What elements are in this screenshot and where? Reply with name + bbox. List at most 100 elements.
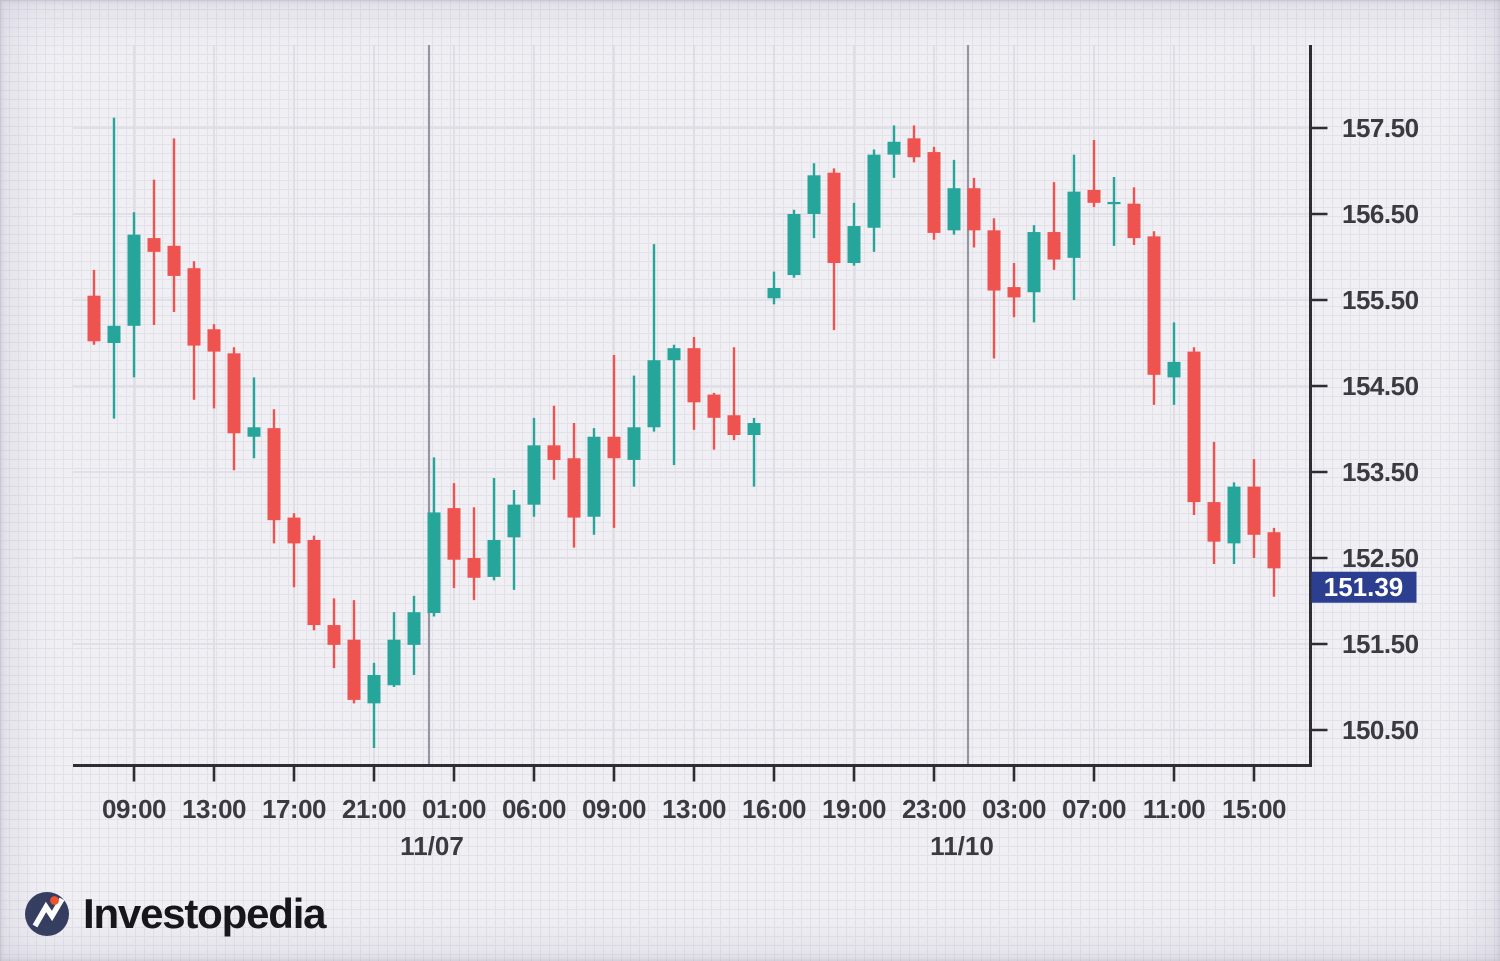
candle-body	[427, 512, 441, 614]
candle-body	[647, 360, 661, 428]
x-axis-label: 11:00	[1143, 794, 1206, 824]
candle-body	[607, 436, 621, 459]
candle	[247, 377, 261, 459]
y-axis-label: 150.50	[1342, 715, 1419, 745]
candle	[1007, 263, 1021, 318]
investopedia-logo-icon	[25, 892, 69, 936]
y-axis-label: 154.50	[1342, 371, 1419, 401]
candle-body	[87, 295, 101, 342]
candle-body	[187, 268, 201, 346]
candle	[387, 612, 401, 687]
candle	[647, 244, 661, 432]
x-axis-label: 13:00	[182, 794, 246, 824]
candle-body	[207, 329, 221, 352]
candle-body	[967, 188, 981, 231]
candle	[1267, 527, 1281, 597]
candle	[1147, 231, 1161, 405]
candle-body	[787, 214, 801, 276]
candle-body	[447, 508, 461, 560]
x-axis-label: 17:00	[262, 794, 326, 824]
y-axis-label: 152.50	[1342, 543, 1419, 573]
candle-body	[727, 415, 741, 436]
candle	[807, 163, 821, 239]
candle	[667, 344, 681, 466]
candle-body	[347, 639, 361, 700]
x-axis-label: 07:00	[1062, 794, 1126, 824]
candle-body	[387, 639, 401, 686]
candle	[167, 138, 181, 313]
candle	[307, 535, 321, 631]
candle-body	[307, 539, 321, 626]
candle-body	[167, 245, 181, 276]
candle	[147, 179, 161, 325]
candle-body	[147, 238, 161, 252]
candle	[207, 324, 221, 409]
candle	[107, 117, 121, 419]
candle	[887, 125, 901, 178]
candle	[467, 507, 481, 601]
candle	[1087, 140, 1101, 208]
candle	[427, 457, 441, 617]
candle	[407, 595, 421, 675]
y-axis-label: 156.50	[1342, 199, 1419, 229]
candle-body	[287, 517, 301, 544]
x-axis-label: 16:00	[742, 794, 806, 824]
candle-body	[827, 172, 841, 264]
candle-body	[767, 287, 781, 299]
candle	[607, 355, 621, 528]
candle-body	[1167, 361, 1181, 378]
candle	[507, 490, 521, 590]
candle	[1207, 441, 1221, 565]
candle	[587, 428, 601, 535]
candle-body	[627, 427, 641, 460]
candle	[827, 168, 841, 331]
candle	[1247, 459, 1261, 558]
x-axis-label: 19:00	[822, 794, 886, 824]
last-price-tag	[1311, 571, 1417, 603]
x-axis-label: 23:00	[902, 794, 966, 824]
candle-body	[327, 625, 341, 645]
investopedia-logo-text: Investopedia	[83, 890, 327, 937]
candle	[907, 125, 921, 163]
candle	[87, 269, 101, 345]
candle	[1027, 225, 1041, 323]
candle-body	[807, 175, 821, 214]
candle	[287, 513, 301, 588]
candle-body	[1227, 486, 1241, 544]
candle	[767, 271, 781, 305]
last-price-tag-label: 151.39	[1324, 572, 1404, 602]
candle-body	[1087, 189, 1101, 203]
x-axis-label: 21:00	[342, 794, 406, 824]
candle-body	[747, 422, 761, 436]
x-axis-date-label: 11/10	[930, 831, 994, 861]
candle	[447, 483, 461, 589]
candle	[927, 146, 941, 240]
candle-body	[247, 427, 261, 437]
candle	[787, 209, 801, 278]
investopedia-logo: Investopedia	[22, 888, 327, 940]
candle	[187, 261, 201, 400]
candle	[967, 177, 981, 248]
candle-body	[267, 428, 281, 521]
x-axis-label: 13:00	[662, 794, 726, 824]
x-axis-label: 03:00	[982, 794, 1046, 824]
candle-body	[1147, 236, 1161, 375]
candle-body	[987, 230, 1001, 291]
y-axis-label: 153.50	[1342, 457, 1419, 487]
candle-body	[707, 394, 721, 418]
candle	[227, 347, 241, 471]
x-axis-label: 09:00	[102, 794, 166, 824]
candle-body	[1107, 201, 1121, 205]
candle-body	[907, 138, 921, 158]
candle	[1107, 177, 1121, 246]
y-axis-label: 151.50	[1342, 629, 1419, 659]
y-axis-label: 157.50	[1342, 113, 1419, 143]
candle	[1127, 187, 1141, 245]
candle	[127, 212, 141, 378]
candle	[1047, 182, 1061, 270]
candle-body	[1027, 232, 1041, 293]
candle-body	[887, 141, 901, 155]
candle	[867, 149, 881, 252]
